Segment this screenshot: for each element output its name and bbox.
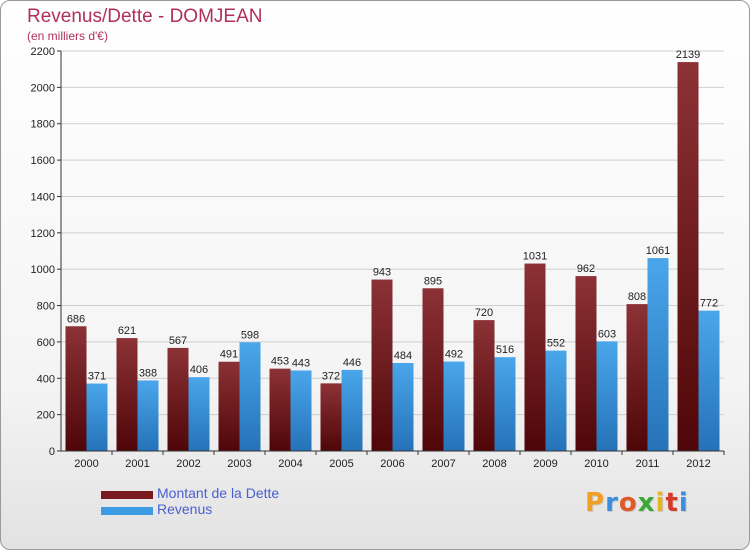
logo-letter: r [605,488,619,518]
data-label: 492 [445,349,463,361]
y-tick-label: 400 [37,373,55,385]
data-label: 621 [118,325,136,337]
y-tick-label: 0 [49,446,55,458]
bar-revenus [647,258,669,451]
bar-revenus [341,369,363,451]
bar-dette [677,62,699,451]
bar-dette [116,338,138,451]
x-tick-label: 2010 [584,458,608,470]
data-label: 603 [598,328,616,340]
data-label: 372 [322,370,340,382]
data-label: 371 [88,371,106,383]
y-tick-label: 600 [37,337,55,349]
data-label: 720 [475,307,493,319]
data-label: 943 [373,267,391,279]
data-label: 962 [577,263,595,275]
bar-dette [626,304,648,451]
logo-letter: x [637,488,656,518]
x-tick-label: 2001 [125,458,149,470]
chart-subtitle: (en milliers d'€) [27,29,108,43]
y-tick-label: 1200 [31,228,55,240]
legend-swatch-revenus [101,507,153,515]
bar-dette [524,263,546,451]
data-label: 516 [496,344,514,356]
bar-dette [575,276,597,451]
bar-revenus [443,361,465,451]
y-tick-label: 1800 [31,119,55,131]
logo-letter: o [618,488,638,518]
bar-revenus [545,350,567,451]
data-label: 808 [628,291,646,303]
logo-letter: i [655,488,666,518]
y-tick-label: 1600 [31,155,55,167]
legend-label-dette: Montant de la Dette [157,485,280,501]
bar-revenus [137,380,159,451]
x-tick-label: 2008 [482,458,506,470]
data-label: 2139 [676,49,700,61]
legend-label-revenus: Revenus [157,501,213,517]
y-tick-label: 800 [37,301,55,313]
y-tick-label: 1400 [31,191,55,203]
x-tick-label: 2012 [686,458,710,470]
bar-dette [218,361,240,451]
data-label: 453 [271,356,289,368]
bar-dette [422,288,444,451]
bar-revenus [392,363,414,451]
x-tick-label: 2007 [431,458,455,470]
bar-dette [65,326,87,451]
x-tick-label: 2004 [278,458,302,470]
bar-revenus [596,341,618,451]
bar-dette [371,279,393,451]
y-tick-label: 1000 [31,264,55,276]
legend-swatch-dette [101,491,153,499]
data-label: 552 [547,338,565,350]
bar-dette [473,320,495,451]
x-tick-label: 2000 [74,458,98,470]
logo-letter: P [585,488,606,518]
y-tick-label: 2000 [31,82,55,94]
bar-revenus [698,310,720,451]
data-label: 895 [424,275,442,287]
data-label: 1061 [646,245,670,257]
logo-letter: i [678,488,689,518]
x-tick-label: 2011 [636,458,660,470]
bar-revenus [290,370,312,451]
data-label: 491 [220,349,238,361]
bar-revenus [86,383,108,451]
data-label: 443 [292,357,310,369]
y-tick-label: 200 [37,410,55,422]
data-label: 567 [169,335,187,347]
data-label: 1031 [523,251,547,263]
data-label: 598 [241,329,259,341]
x-tick-label: 2006 [380,458,404,470]
bar-revenus [188,377,210,451]
bar-revenus [494,357,516,451]
bar-revenus [239,342,261,451]
chart-title: Revenus/Dette - DOMJEAN [27,6,263,27]
proxiti-logo: Proxiti [585,488,689,518]
bar-dette [167,347,189,451]
bar-dette [320,383,342,451]
x-tick-label: 2002 [176,458,200,470]
x-tick-label: 2009 [533,458,557,470]
data-label: 406 [190,364,208,376]
data-label: 446 [343,357,361,369]
bar-dette [269,368,291,451]
data-label: 772 [700,298,718,310]
x-tick-label: 2003 [227,458,251,470]
y-tick-label: 2200 [31,46,55,58]
logo-letter: t [665,488,679,518]
data-label: 388 [139,367,157,379]
data-label: 686 [67,313,85,325]
x-tick-label: 2005 [329,458,353,470]
data-label: 484 [394,350,412,362]
